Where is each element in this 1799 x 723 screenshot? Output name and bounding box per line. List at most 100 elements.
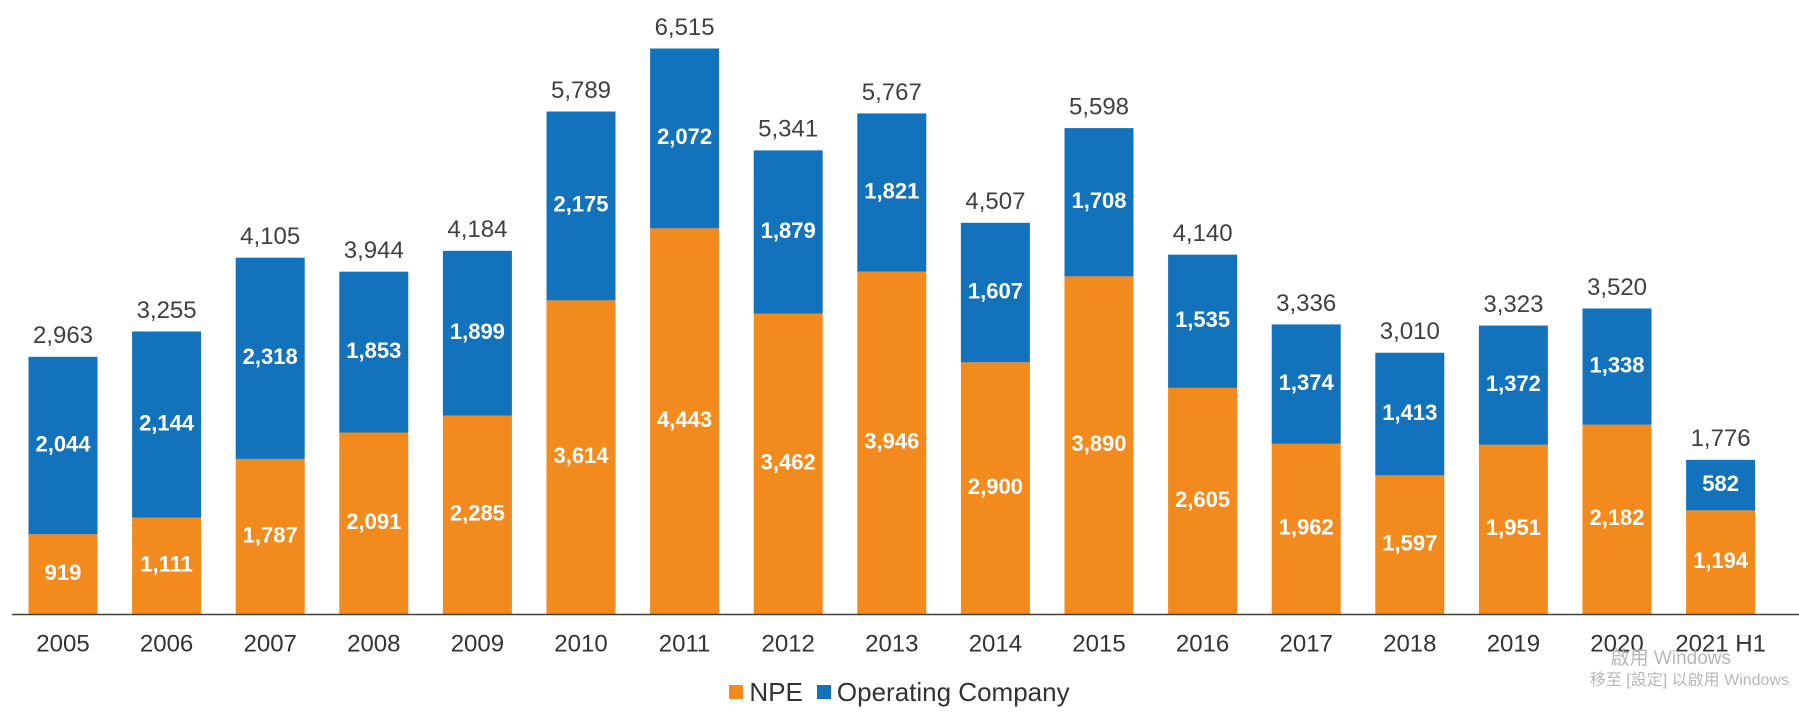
bar-operating-company-5 [546,111,616,301]
bar-npe-8 [857,271,927,614]
data-label-npe-3: 2,091 [346,509,401,534]
data-label-npe-5: 3,614 [553,443,609,468]
x-tick-label-12: 2017 [1280,630,1333,657]
total-label-10: 5,598 [1069,93,1129,120]
data-label-npe-16: 1,194 [1693,548,1749,573]
bar-operating-company-6 [650,48,720,229]
bar-npe-14 [1478,444,1548,614]
data-label-npe-2: 1,787 [243,522,298,547]
data-label-operating-company-16: 582 [1702,471,1739,496]
bar-npe-9 [960,362,1030,614]
x-tick-label-13: 2018 [1383,630,1436,657]
x-tick-label-11: 2016 [1176,630,1229,657]
bar-operating-company-8 [857,113,927,272]
total-label-13: 3,010 [1380,318,1440,345]
total-label-14: 3,323 [1483,291,1543,318]
data-label-npe-12: 1,962 [1279,515,1334,540]
x-tick-label-8: 2013 [865,630,918,657]
total-label-6: 6,515 [655,14,715,41]
total-label-4: 4,184 [447,216,507,243]
data-label-operating-company-0: 2,044 [35,431,91,456]
bar-operating-company-3 [339,271,409,433]
total-label-8: 5,767 [862,79,922,106]
bar-operating-company-11 [1168,254,1238,388]
x-tick-label-7: 2012 [762,630,815,657]
x-tick-label-15: 2020 [1590,630,1643,657]
bar-operating-company-13 [1375,352,1445,476]
bar-npe-7 [753,313,823,614]
x-tick-label-0: 2005 [36,630,89,657]
legend-item-operating-company: Operating Company [816,677,1070,708]
data-label-npe-6: 4,443 [657,407,712,432]
legend-label-npe: NPE [749,676,803,707]
data-label-operating-company-3: 1,853 [346,338,401,363]
total-label-5: 5,789 [551,77,611,104]
bar-operating-company-12 [1271,324,1341,444]
x-tick-label-9: 2014 [969,630,1022,657]
data-label-operating-company-11: 1,535 [1175,307,1230,332]
x-tick-label-1: 2006 [140,630,193,657]
data-label-operating-company-2: 2,318 [243,344,298,369]
watermark-line-1: 啟用 Windows [1610,648,1731,669]
data-label-operating-company-9: 1,607 [968,278,1023,303]
bar-operating-company-2 [235,257,305,459]
bar-operating-company-10 [1064,128,1134,277]
data-label-npe-0: 919 [45,560,82,585]
data-label-operating-company-10: 1,708 [1071,188,1126,213]
data-label-operating-company-13: 1,413 [1382,400,1437,425]
legend-swatch-operating-company [816,685,831,699]
bar-operating-company-16 [1686,459,1756,511]
data-label-operating-company-6: 2,072 [657,124,712,149]
total-label-2: 4,105 [240,223,300,250]
x-tick-label-2: 2007 [244,630,297,657]
data-label-operating-company-15: 1,338 [1589,352,1644,377]
windows-activation-watermark: 啟用 Windows 移至 [設定] 以啟用 Windows [1590,648,1789,692]
x-tick-label-4: 2009 [451,630,504,657]
bar-npe-6 [650,228,720,614]
legend-swatch-npe [729,685,744,699]
bar-npe-16 [1686,510,1756,614]
data-label-npe-11: 2,605 [1175,487,1230,512]
bar-npe-1 [132,517,202,614]
x-tick-label-6: 2011 [659,630,711,657]
data-label-npe-4: 2,285 [450,501,505,526]
total-label-15: 3,520 [1587,274,1647,301]
watermark-line-2: 移至 [設定] 以啟用 Windows [1589,672,1789,689]
bar-npe-0 [28,534,98,614]
total-label-9: 4,507 [965,188,1025,215]
total-label-7: 5,341 [758,116,818,143]
bar-operating-company-14 [1478,325,1548,445]
data-label-operating-company-8: 1,821 [864,178,919,203]
bar-npe-5 [546,300,616,614]
data-label-npe-15: 2,182 [1589,505,1644,530]
data-label-npe-8: 3,946 [864,429,919,454]
x-tick-label-5: 2010 [554,630,607,657]
bar-npe-10 [1064,276,1134,614]
bar-operating-company-1 [132,331,202,518]
bar-operating-company-15 [1582,308,1652,425]
total-label-3: 3,944 [344,237,404,264]
data-label-npe-10: 3,890 [1071,431,1126,456]
bar-operating-company-9 [960,222,1030,363]
data-label-operating-company-5: 2,175 [553,192,608,217]
total-label-12: 3,336 [1276,290,1336,317]
data-label-operating-company-14: 1,372 [1486,371,1541,396]
bar-npe-13 [1375,475,1445,614]
bar-npe-15 [1582,424,1652,614]
data-label-operating-company-7: 1,879 [761,218,816,243]
total-label-11: 4,140 [1173,220,1233,247]
bar-operating-company-0 [28,356,98,535]
data-label-npe-7: 3,462 [761,450,816,475]
x-tick-label-16: 2021 H1 [1675,630,1766,657]
bar-operating-company-4 [442,250,512,416]
x-tick-label-14: 2019 [1487,630,1540,657]
data-label-npe-13: 1,597 [1382,531,1437,556]
data-label-npe-1: 1,111 [140,552,193,577]
x-tick-label-3: 2008 [347,630,400,657]
total-label-1: 3,255 [137,297,197,324]
bar-npe-12 [1271,443,1341,614]
x-tick-label-10: 2015 [1072,630,1125,657]
legend: NPE Operating Company [0,674,1799,710]
bar-npe-3 [339,432,409,614]
